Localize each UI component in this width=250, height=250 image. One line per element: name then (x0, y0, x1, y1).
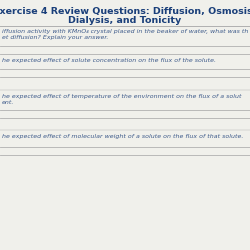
Text: Dialysis, and Tonicity: Dialysis, and Tonicity (68, 16, 182, 25)
Text: he expected effect of temperature of the environment on the flux of a solut
ent.: he expected effect of temperature of the… (2, 94, 242, 105)
Text: Exercise 4 Review Questions: Diffusion, Osmosis,: Exercise 4 Review Questions: Diffusion, … (0, 7, 250, 16)
Text: he expected effect of solute concentration on the flux of the solute.: he expected effect of solute concentrati… (2, 58, 216, 63)
Text: iffusion activity with KMnO₄ crystal placed in the beaker of water, what was th
: iffusion activity with KMnO₄ crystal pla… (2, 29, 248, 40)
Text: he expected effect of molecular weight of a solute on the flux of that solute.: he expected effect of molecular weight o… (2, 134, 244, 139)
